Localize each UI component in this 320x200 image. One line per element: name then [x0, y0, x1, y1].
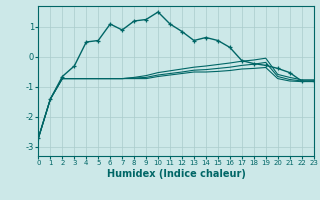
X-axis label: Humidex (Indice chaleur): Humidex (Indice chaleur) — [107, 169, 245, 179]
